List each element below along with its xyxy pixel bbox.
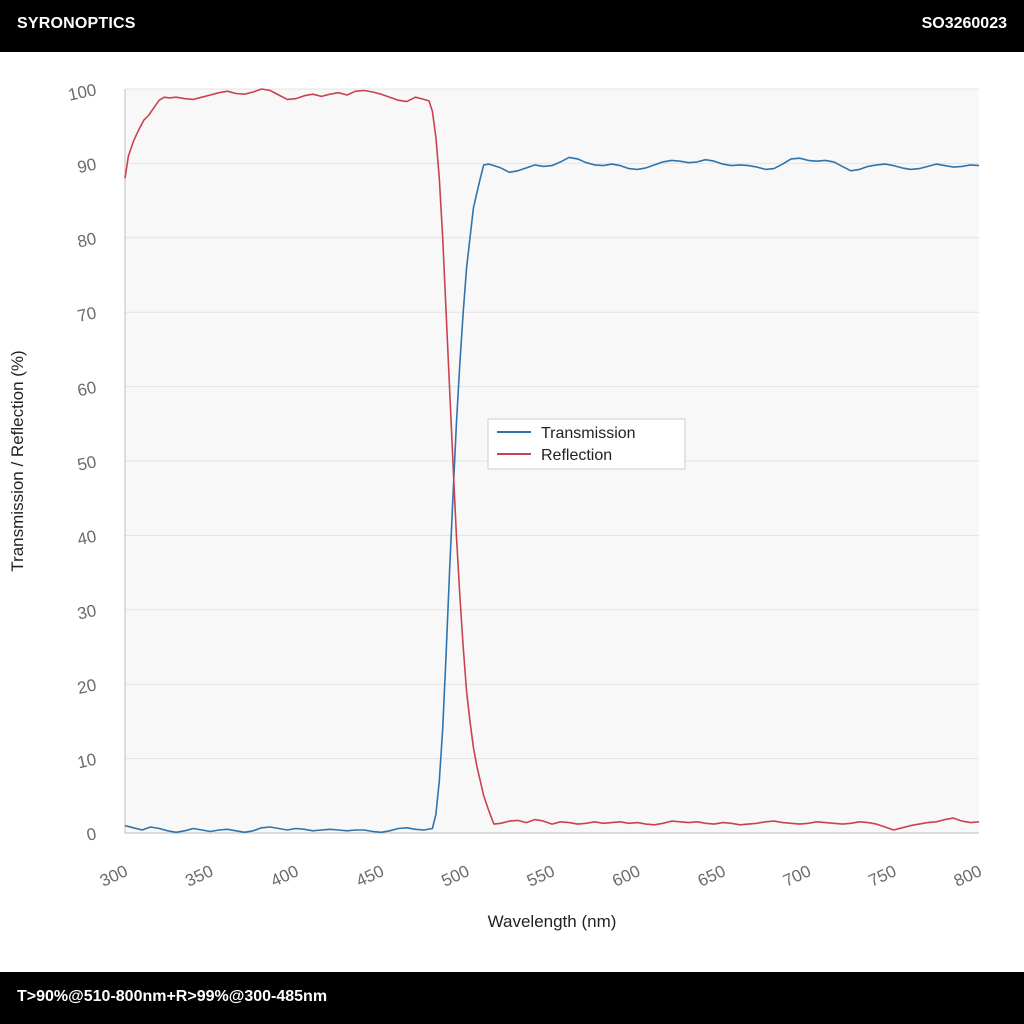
part-number: SO3260023 — [921, 15, 1007, 32]
y-tick-label: 40 — [76, 527, 98, 550]
y-tick-label: 100 — [66, 80, 98, 104]
spec-summary: T>90%@510-800nm+R>99%@300-485nm — [17, 988, 328, 1005]
spectrum-chart: 0 10 20 30 40 50 60 70 80 90 100 300 350 400 450 500 55… — [8, 80, 985, 931]
grid — [125, 88, 979, 760]
y-tick-label: 80 — [76, 229, 98, 252]
y-tick-label: 20 — [76, 675, 98, 698]
x-tick-label: 450 — [353, 861, 387, 890]
legend-label-transmission: Transmission — [541, 425, 636, 442]
x-tick-label: 400 — [268, 861, 302, 890]
y-tick-label: 60 — [76, 378, 98, 401]
legend-label-reflection: Reflection — [541, 447, 612, 464]
series-line-transmission — [124, 156, 980, 834]
legend-box — [487, 418, 686, 470]
series-lines — [124, 88, 980, 834]
footer-bar: T>90%@510-800nm+R>99%@300-485nm — [0, 972, 1024, 1024]
x-tick-label: 800 — [951, 861, 985, 890]
x-tick-label: 700 — [780, 861, 814, 890]
axes — [124, 89, 979, 834]
x-tick-label: 600 — [609, 861, 643, 890]
x-axis-title: Wavelength (nm) — [488, 912, 617, 931]
y-tick-labels: 0 10 20 30 40 50 60 70 80 90 100 — [66, 80, 98, 845]
y-axis-title: Transmission / Reflection (%) — [8, 350, 27, 571]
y-tick-label: 10 — [76, 750, 98, 773]
y-tick-label: 0 — [85, 824, 98, 845]
y-tick-label: 70 — [76, 303, 98, 326]
x-tick-label: 550 — [524, 861, 558, 890]
x-tick-label: 750 — [866, 861, 900, 890]
x-tick-labels: 300 350 400 450 500 550 600 650 700 750 800 — [97, 861, 985, 890]
brand-name: SYRONOPTICS — [17, 15, 136, 32]
y-tick-label: 90 — [76, 155, 98, 178]
header-bar: SYRONOPTICS SO3260023 — [0, 0, 1024, 52]
x-tick-label: 300 — [97, 861, 131, 890]
series-line-reflection — [124, 88, 980, 831]
y-tick-label: 30 — [76, 601, 98, 624]
y-tick-label: 50 — [76, 452, 98, 475]
x-tick-label: 500 — [439, 861, 473, 890]
x-tick-label: 650 — [695, 861, 729, 890]
x-tick-label: 350 — [182, 861, 216, 890]
legend: Transmission Reflection — [487, 418, 686, 470]
